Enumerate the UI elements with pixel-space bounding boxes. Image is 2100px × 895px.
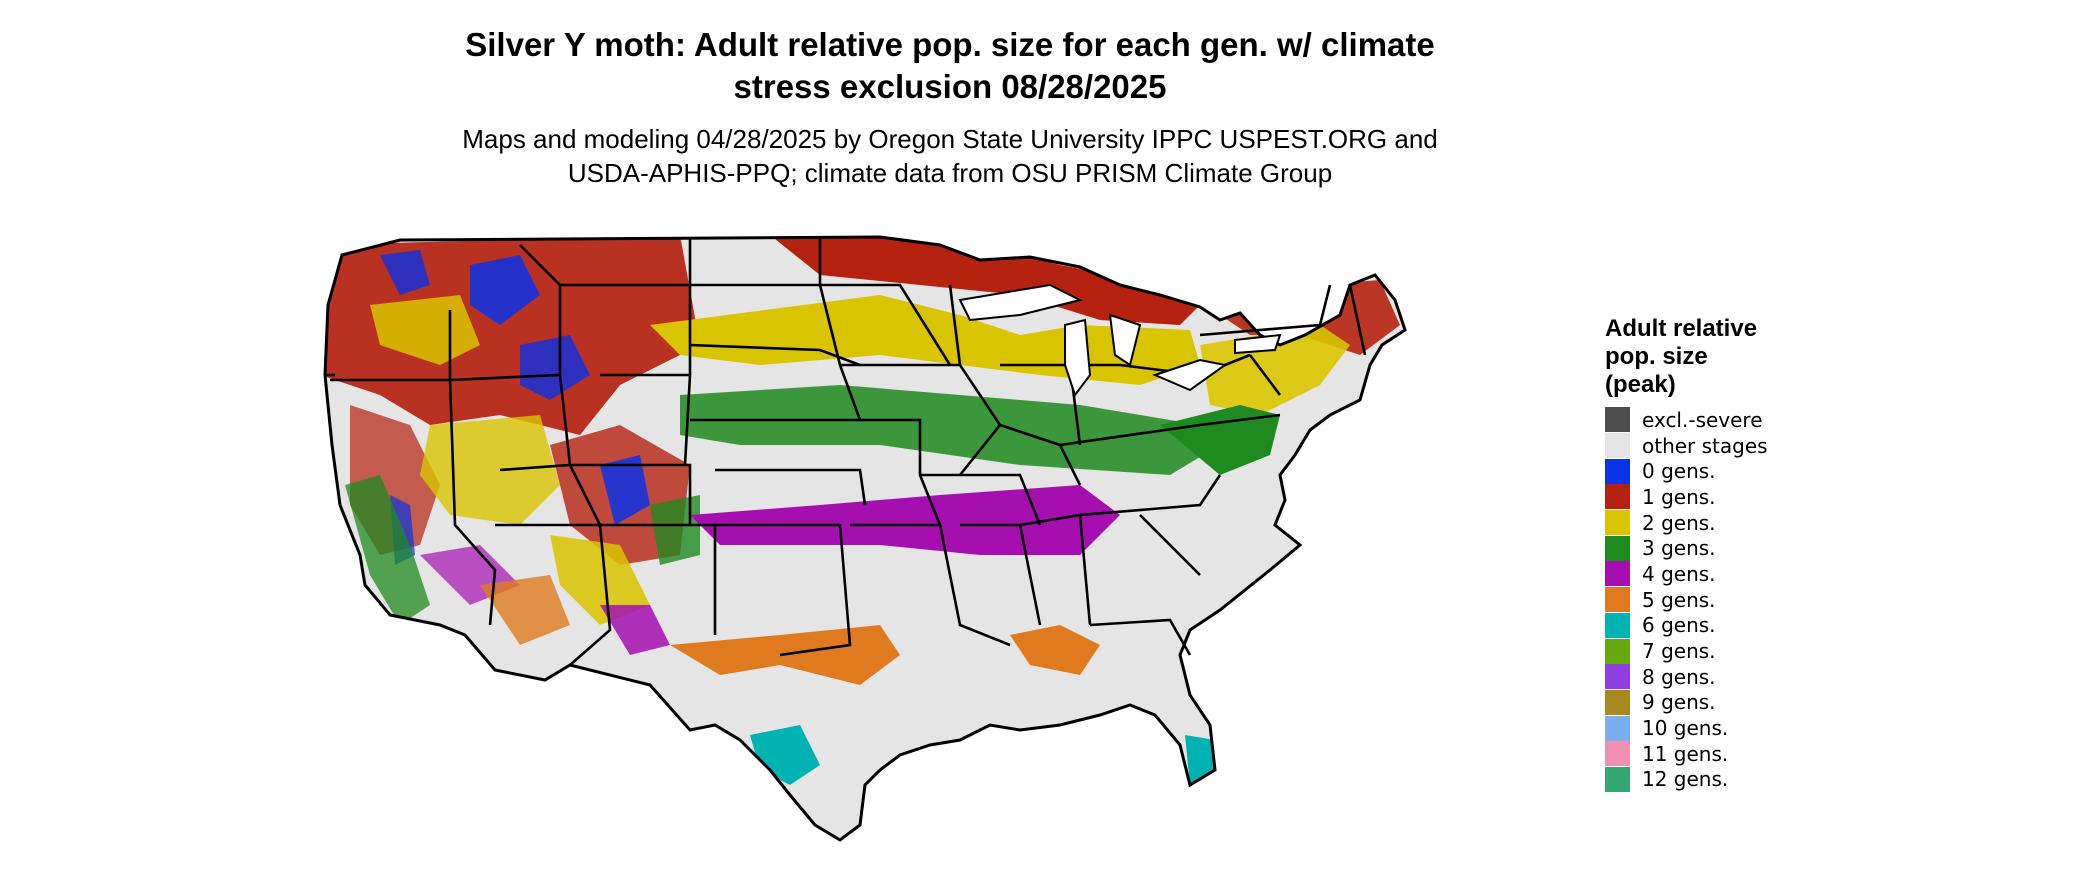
title-line-1: Silver Y moth: Adult relative pop. size … <box>465 26 1435 63</box>
generation-zones <box>325 237 1400 785</box>
legend-swatch <box>1605 715 1630 741</box>
legend-item: other stages <box>1605 433 1905 459</box>
legend-items: excl.-severe other stages 0 gens. 1 gens. 2 … <box>1605 407 1905 792</box>
legend-item: 7 gens. <box>1605 638 1905 664</box>
state-borders <box>323 235 1407 842</box>
legend-label: 0 gens. <box>1642 459 1716 484</box>
title-line-2: stress exclusion 08/28/2025 <box>733 68 1167 105</box>
legend-swatch <box>1605 510 1630 536</box>
legend-swatch <box>1605 587 1630 613</box>
legend-swatch <box>1605 561 1630 587</box>
map-subtitle: Maps and modeling 04/28/2025 by Oregon S… <box>0 122 1900 190</box>
legend-title-line-2: pop. size <box>1605 343 1708 370</box>
legend-label: 5 gens. <box>1642 587 1716 612</box>
legend-item: 12 gens. <box>1605 766 1905 793</box>
legend-item: 8 gens. <box>1605 664 1905 690</box>
legend-item: 5 gens. <box>1605 587 1905 613</box>
legend-swatch <box>1605 407 1630 433</box>
legend-item: 10 gens. <box>1605 715 1905 741</box>
legend-label: 2 gens. <box>1642 510 1716 535</box>
legend-swatch <box>1605 638 1630 664</box>
legend-item: 0 gens. <box>1605 458 1905 484</box>
legend-label: 7 gens. <box>1642 639 1716 664</box>
legend-swatch <box>1605 612 1630 638</box>
legend-label: 8 gens. <box>1642 664 1716 689</box>
legend-swatch <box>1605 484 1630 510</box>
legend-swatch <box>1605 458 1630 484</box>
legend-title-line-3: (peak) <box>1605 371 1676 398</box>
legend-label: 6 gens. <box>1642 613 1716 638</box>
legend-label: 3 gens. <box>1642 536 1716 561</box>
legend-item: 2 gens. <box>1605 510 1905 536</box>
legend-title: Adult relative pop. size (peak) <box>1605 315 1905 399</box>
legend-swatch <box>1605 535 1630 561</box>
legend-label: 4 gens. <box>1642 561 1716 586</box>
legend-title-line-1: Adult relative <box>1605 315 1758 342</box>
legend-label: other stages <box>1642 433 1768 458</box>
legend-swatch <box>1605 664 1630 690</box>
legend-item: 4 gens. <box>1605 561 1905 587</box>
legend-label: 12 gens. <box>1642 767 1729 792</box>
legend-swatch <box>1605 741 1630 767</box>
legend-label: 11 gens. <box>1642 741 1729 766</box>
legend-item: 11 gens. <box>1605 741 1905 767</box>
legend-label: 10 gens. <box>1642 716 1729 741</box>
legend-label: excl.-severe <box>1642 407 1763 432</box>
great-lakes <box>958 283 1282 398</box>
legend-swatch <box>1605 689 1630 715</box>
legend-item: 9 gens. <box>1605 689 1905 716</box>
map-title: Silver Y moth: Adult relative pop. size … <box>0 24 1900 108</box>
subtitle-line-1: Maps and modeling 04/28/2025 by Oregon S… <box>462 124 1438 154</box>
legend-label: 9 gens. <box>1642 690 1716 715</box>
subtitle-line-2: USDA-APHIS-PPQ; climate data from OSU PR… <box>567 158 1333 188</box>
us-map <box>323 235 1407 842</box>
legend-swatch <box>1605 433 1630 459</box>
legend-item: 1 gens. <box>1605 484 1905 510</box>
legend-label: 1 gens. <box>1642 484 1716 509</box>
legend-swatch <box>1605 766 1630 792</box>
legend: Adult relative pop. size (peak) excl.-se… <box>1605 315 1905 792</box>
legend-item: excl.-severe <box>1605 407 1905 433</box>
legend-item: 6 gens. <box>1605 612 1905 639</box>
legend-item: 3 gens. <box>1605 535 1905 561</box>
